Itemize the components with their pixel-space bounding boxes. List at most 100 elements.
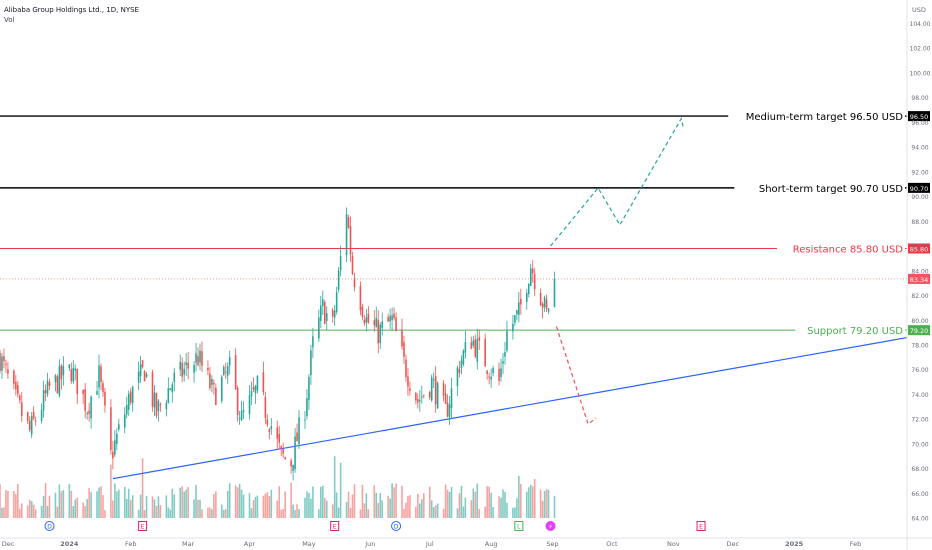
price-tag-text: 90.70 <box>910 185 929 193</box>
candle <box>207 367 209 371</box>
candle <box>379 324 382 343</box>
candle <box>529 268 532 286</box>
candle <box>195 353 197 363</box>
volume-bar <box>514 507 516 518</box>
candle <box>442 383 445 396</box>
y-tick-label: 104.00 <box>910 21 931 28</box>
candle <box>456 367 459 387</box>
candle <box>320 305 322 321</box>
x-tick-label: Feb <box>850 540 862 548</box>
volume-bar <box>141 458 144 518</box>
candle <box>262 372 265 393</box>
volume-bar <box>68 483 71 518</box>
candle <box>228 357 231 366</box>
volume-bar <box>145 495 148 518</box>
split-event-icon[interactable] <box>514 521 524 531</box>
dividend-event-icon[interactable] <box>391 521 402 531</box>
volume-bar <box>201 509 203 518</box>
volume-bar <box>183 491 185 518</box>
candle <box>353 278 356 288</box>
candle <box>226 365 229 377</box>
earnings-upcoming-event-icon[interactable] <box>696 521 706 531</box>
volume-bar <box>312 486 314 518</box>
candle <box>432 379 435 381</box>
candle <box>514 315 516 323</box>
volume-bar <box>28 499 31 518</box>
candle <box>183 368 185 375</box>
candle <box>270 426 273 430</box>
volume-bar <box>236 487 239 518</box>
volume-bar <box>270 489 273 518</box>
volume-bar <box>323 497 326 518</box>
y-tick-label: 94.00 <box>911 145 928 152</box>
candle <box>157 400 160 412</box>
volume-bar <box>462 506 465 518</box>
candle <box>375 317 378 328</box>
volume-bar <box>114 483 116 518</box>
volume-bar <box>361 484 364 518</box>
volume-bar <box>389 498 391 518</box>
candle <box>242 410 245 412</box>
volume-bar <box>333 456 336 518</box>
candle <box>32 411 35 419</box>
ascending-trendline[interactable] <box>112 336 908 480</box>
x-tick-label: Jun <box>364 540 375 548</box>
volume-bar <box>72 506 75 518</box>
volume-bar <box>405 502 407 518</box>
currency-label: USD <box>912 6 926 14</box>
earnings-event-icon[interactable] <box>330 521 340 531</box>
volume-bar <box>539 489 542 518</box>
volume-bar <box>306 491 308 518</box>
candle <box>90 396 92 419</box>
candle <box>422 395 425 397</box>
candle <box>213 382 215 385</box>
candle <box>173 372 176 382</box>
volume-bar <box>393 487 395 518</box>
candle <box>490 376 492 380</box>
volume-bar <box>422 493 425 518</box>
y-tick-label: 80.00 <box>911 318 928 325</box>
volume-bar <box>207 507 209 518</box>
label-backing <box>777 241 905 256</box>
x-tick-label: 2024 <box>60 540 79 548</box>
volume-bar <box>421 499 423 518</box>
volume-bar <box>238 483 241 518</box>
volume-bar <box>460 485 463 518</box>
volume-bar <box>395 483 397 518</box>
volume-bar <box>30 501 33 518</box>
volume-bar <box>444 484 447 518</box>
flash-event-icon[interactable] <box>545 521 556 531</box>
volume-bar <box>280 509 283 518</box>
candle <box>118 424 120 430</box>
volume-bar <box>74 499 77 518</box>
volume-bar <box>153 499 156 518</box>
volume-bar <box>195 484 197 518</box>
candle <box>15 381 17 390</box>
volume-bar <box>248 492 251 518</box>
volume-bar <box>151 496 154 518</box>
earnings-event-icon[interactable] <box>138 521 148 531</box>
volume-bar <box>401 485 403 518</box>
volume-bar <box>373 485 376 518</box>
volume-bar <box>84 506 86 518</box>
candle <box>323 301 326 325</box>
volume-bar <box>308 492 310 518</box>
candle <box>88 410 90 414</box>
volume-bar <box>490 492 492 518</box>
dividend-event-icon[interactable] <box>44 521 55 531</box>
volume-bar <box>240 489 243 518</box>
event-letter: D <box>47 524 52 531</box>
volume-bar <box>531 486 534 518</box>
volume-bar <box>359 509 362 518</box>
candle <box>151 372 154 407</box>
candle <box>325 313 328 321</box>
volume-bar <box>409 495 411 518</box>
x-tick-label: 2025 <box>785 540 804 548</box>
volume-bar <box>436 503 439 518</box>
candle <box>448 404 451 418</box>
volume-bar <box>379 493 382 518</box>
candle <box>220 376 223 402</box>
candle <box>381 321 384 328</box>
candle <box>520 298 522 305</box>
